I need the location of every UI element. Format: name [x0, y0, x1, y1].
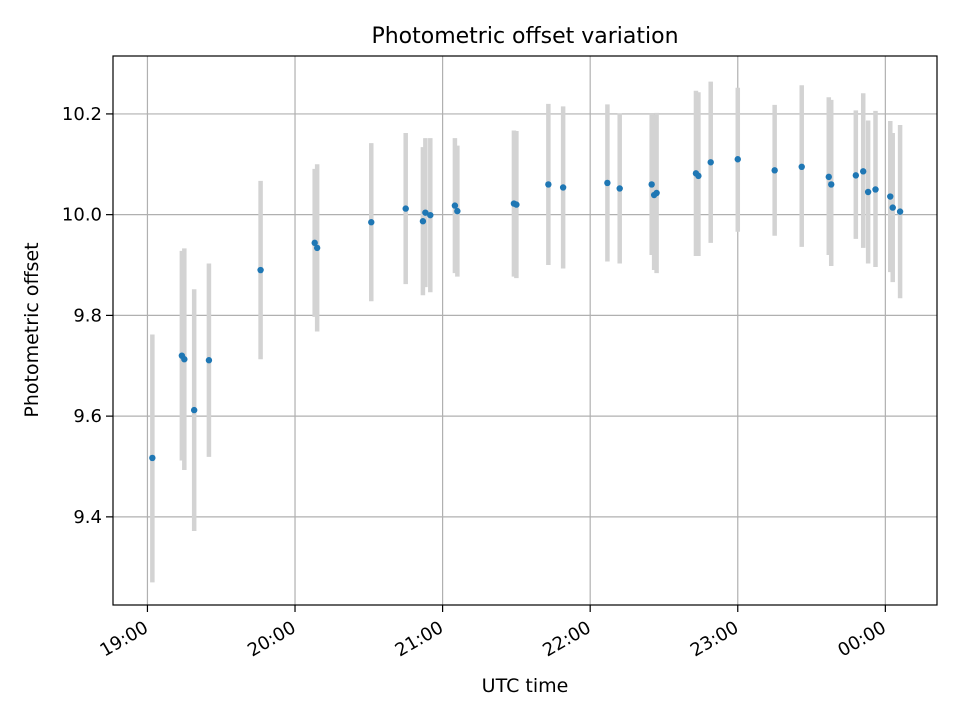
data-point [648, 181, 655, 188]
data-point [427, 211, 434, 219]
data-point [513, 201, 520, 208]
data-point [828, 181, 835, 188]
data-point [559, 184, 567, 191]
y-axis-ticks: 9.4 9.6 9.8 10.0 10.2 [62, 104, 113, 528]
data-point [190, 406, 198, 414]
data-point [311, 239, 318, 247]
data-point [149, 454, 156, 462]
data-point [695, 172, 702, 180]
chart-title: Photometric offset variation [371, 24, 678, 49]
data-point [454, 207, 461, 215]
plot-frame [112, 55, 938, 606]
data-point [707, 159, 714, 166]
data-point [604, 179, 611, 187]
data-point [872, 186, 879, 193]
y-tick-label: 9.4 [73, 507, 102, 528]
y-tick-label: 9.6 [73, 406, 102, 427]
data-point [771, 167, 778, 174]
data-point [860, 168, 867, 175]
data-point [896, 208, 904, 215]
data-point [422, 209, 429, 216]
y-tick-label: 10.0 [62, 205, 102, 226]
data-point [451, 202, 459, 209]
data-point [313, 244, 321, 252]
data-point [205, 357, 213, 364]
data-point [368, 219, 375, 226]
data-point [257, 266, 264, 274]
data-point [402, 205, 409, 212]
data-points [149, 156, 904, 462]
data-point [653, 189, 660, 197]
x-axis-label: UTC time [482, 675, 569, 697]
data-point [545, 181, 552, 188]
data-point [825, 173, 832, 181]
data-point [616, 185, 623, 192]
data-point [798, 163, 805, 171]
y-axis-label: Photometric offset [21, 242, 43, 417]
data-point [181, 356, 188, 363]
data-point [734, 156, 741, 163]
data-point [889, 204, 896, 211]
data-point [419, 218, 427, 225]
y-tick-label: 9.8 [73, 305, 102, 326]
data-point [864, 188, 872, 196]
data-point [852, 172, 860, 179]
y-tick-label: 10.2 [62, 104, 102, 125]
data-point [887, 193, 894, 200]
